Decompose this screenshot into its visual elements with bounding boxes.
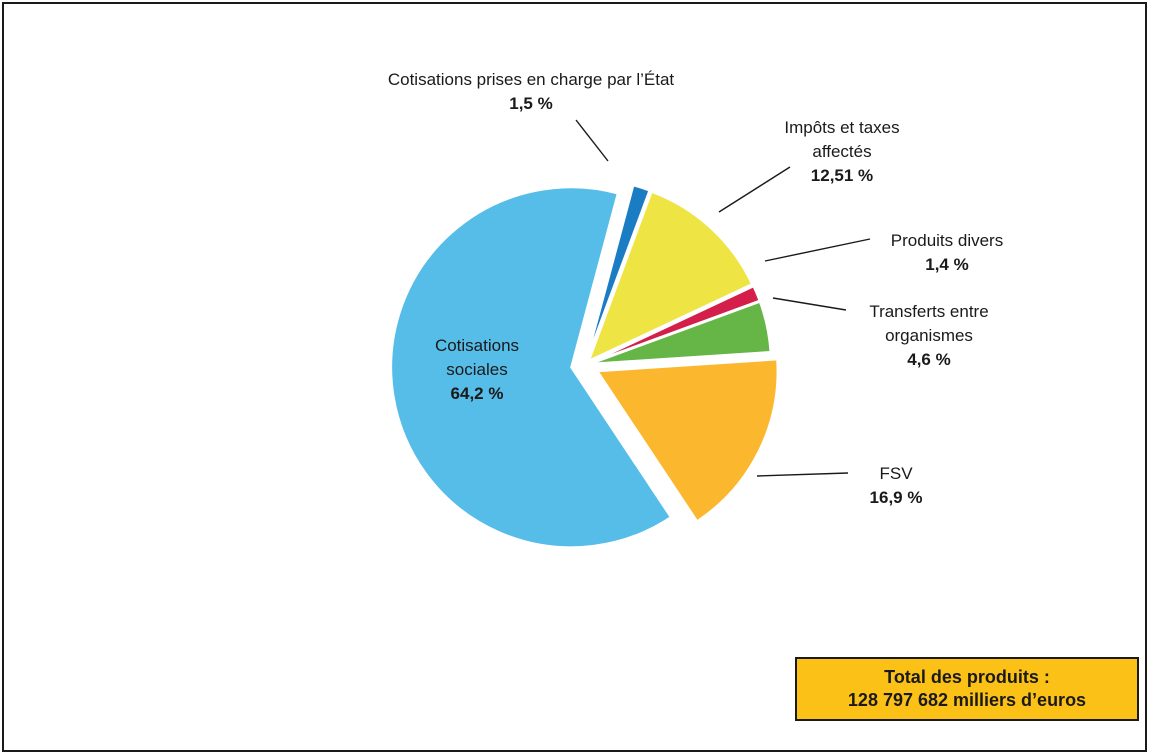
slice-value-label: 64,2 % (451, 384, 504, 403)
pie-slice-2 (587, 190, 754, 363)
slice-label-3: Produits divers 1,4 % (891, 231, 1003, 274)
leader-line-5 (756, 472, 849, 477)
slice-label-6: Cotisations sociales 64,2 % (435, 336, 519, 403)
pie-slice-6 (390, 186, 673, 549)
leader-line-2 (718, 166, 791, 213)
total-label: Total des produits : (884, 667, 1050, 687)
slice-label-4: Transferts entre organismes 4,6 % (869, 302, 988, 369)
slice-label-text: Transferts entre (869, 302, 988, 321)
slice-label-5: FSV 16,9 % (870, 464, 923, 507)
slice-label-text: FSV (879, 464, 913, 483)
leader-line-1 (575, 119, 609, 162)
pie-slice-4 (590, 300, 772, 365)
slice-label-text: sociales (446, 360, 507, 379)
slice-value-label: 1,4 % (925, 255, 968, 274)
slice-label-text: Produits divers (891, 231, 1003, 250)
slice-value-label: 12,51 % (811, 166, 873, 185)
slice-label-text: affectés (812, 142, 871, 161)
leader-line-3 (764, 238, 871, 262)
slice-value-label: 16,9 % (870, 488, 923, 507)
slice-label-text: Cotisations prises en charge par l’État (388, 70, 675, 89)
slice-label-1: Cotisations prises en charge par l’État 1… (388, 70, 675, 113)
pie-slice-3 (590, 284, 761, 364)
slice-value-label: 4,6 % (907, 350, 950, 369)
slice-label-2: Impôts et taxes affectés 12,51 % (784, 118, 899, 185)
total-value: 128 797 682 milliers d’euros (847, 690, 1087, 710)
slice-label-text: organismes (885, 326, 973, 345)
pie-slice-1 (585, 184, 651, 360)
slice-value-label: 1,5 % (509, 94, 552, 113)
slice-label-text: Cotisations (435, 336, 519, 355)
slice-label-text: Impôts et taxes (784, 118, 899, 137)
pie-slice-5 (595, 358, 779, 523)
leader-line-4 (772, 297, 847, 311)
total-box: Total des produits : 128 797 682 millier… (795, 657, 1139, 721)
